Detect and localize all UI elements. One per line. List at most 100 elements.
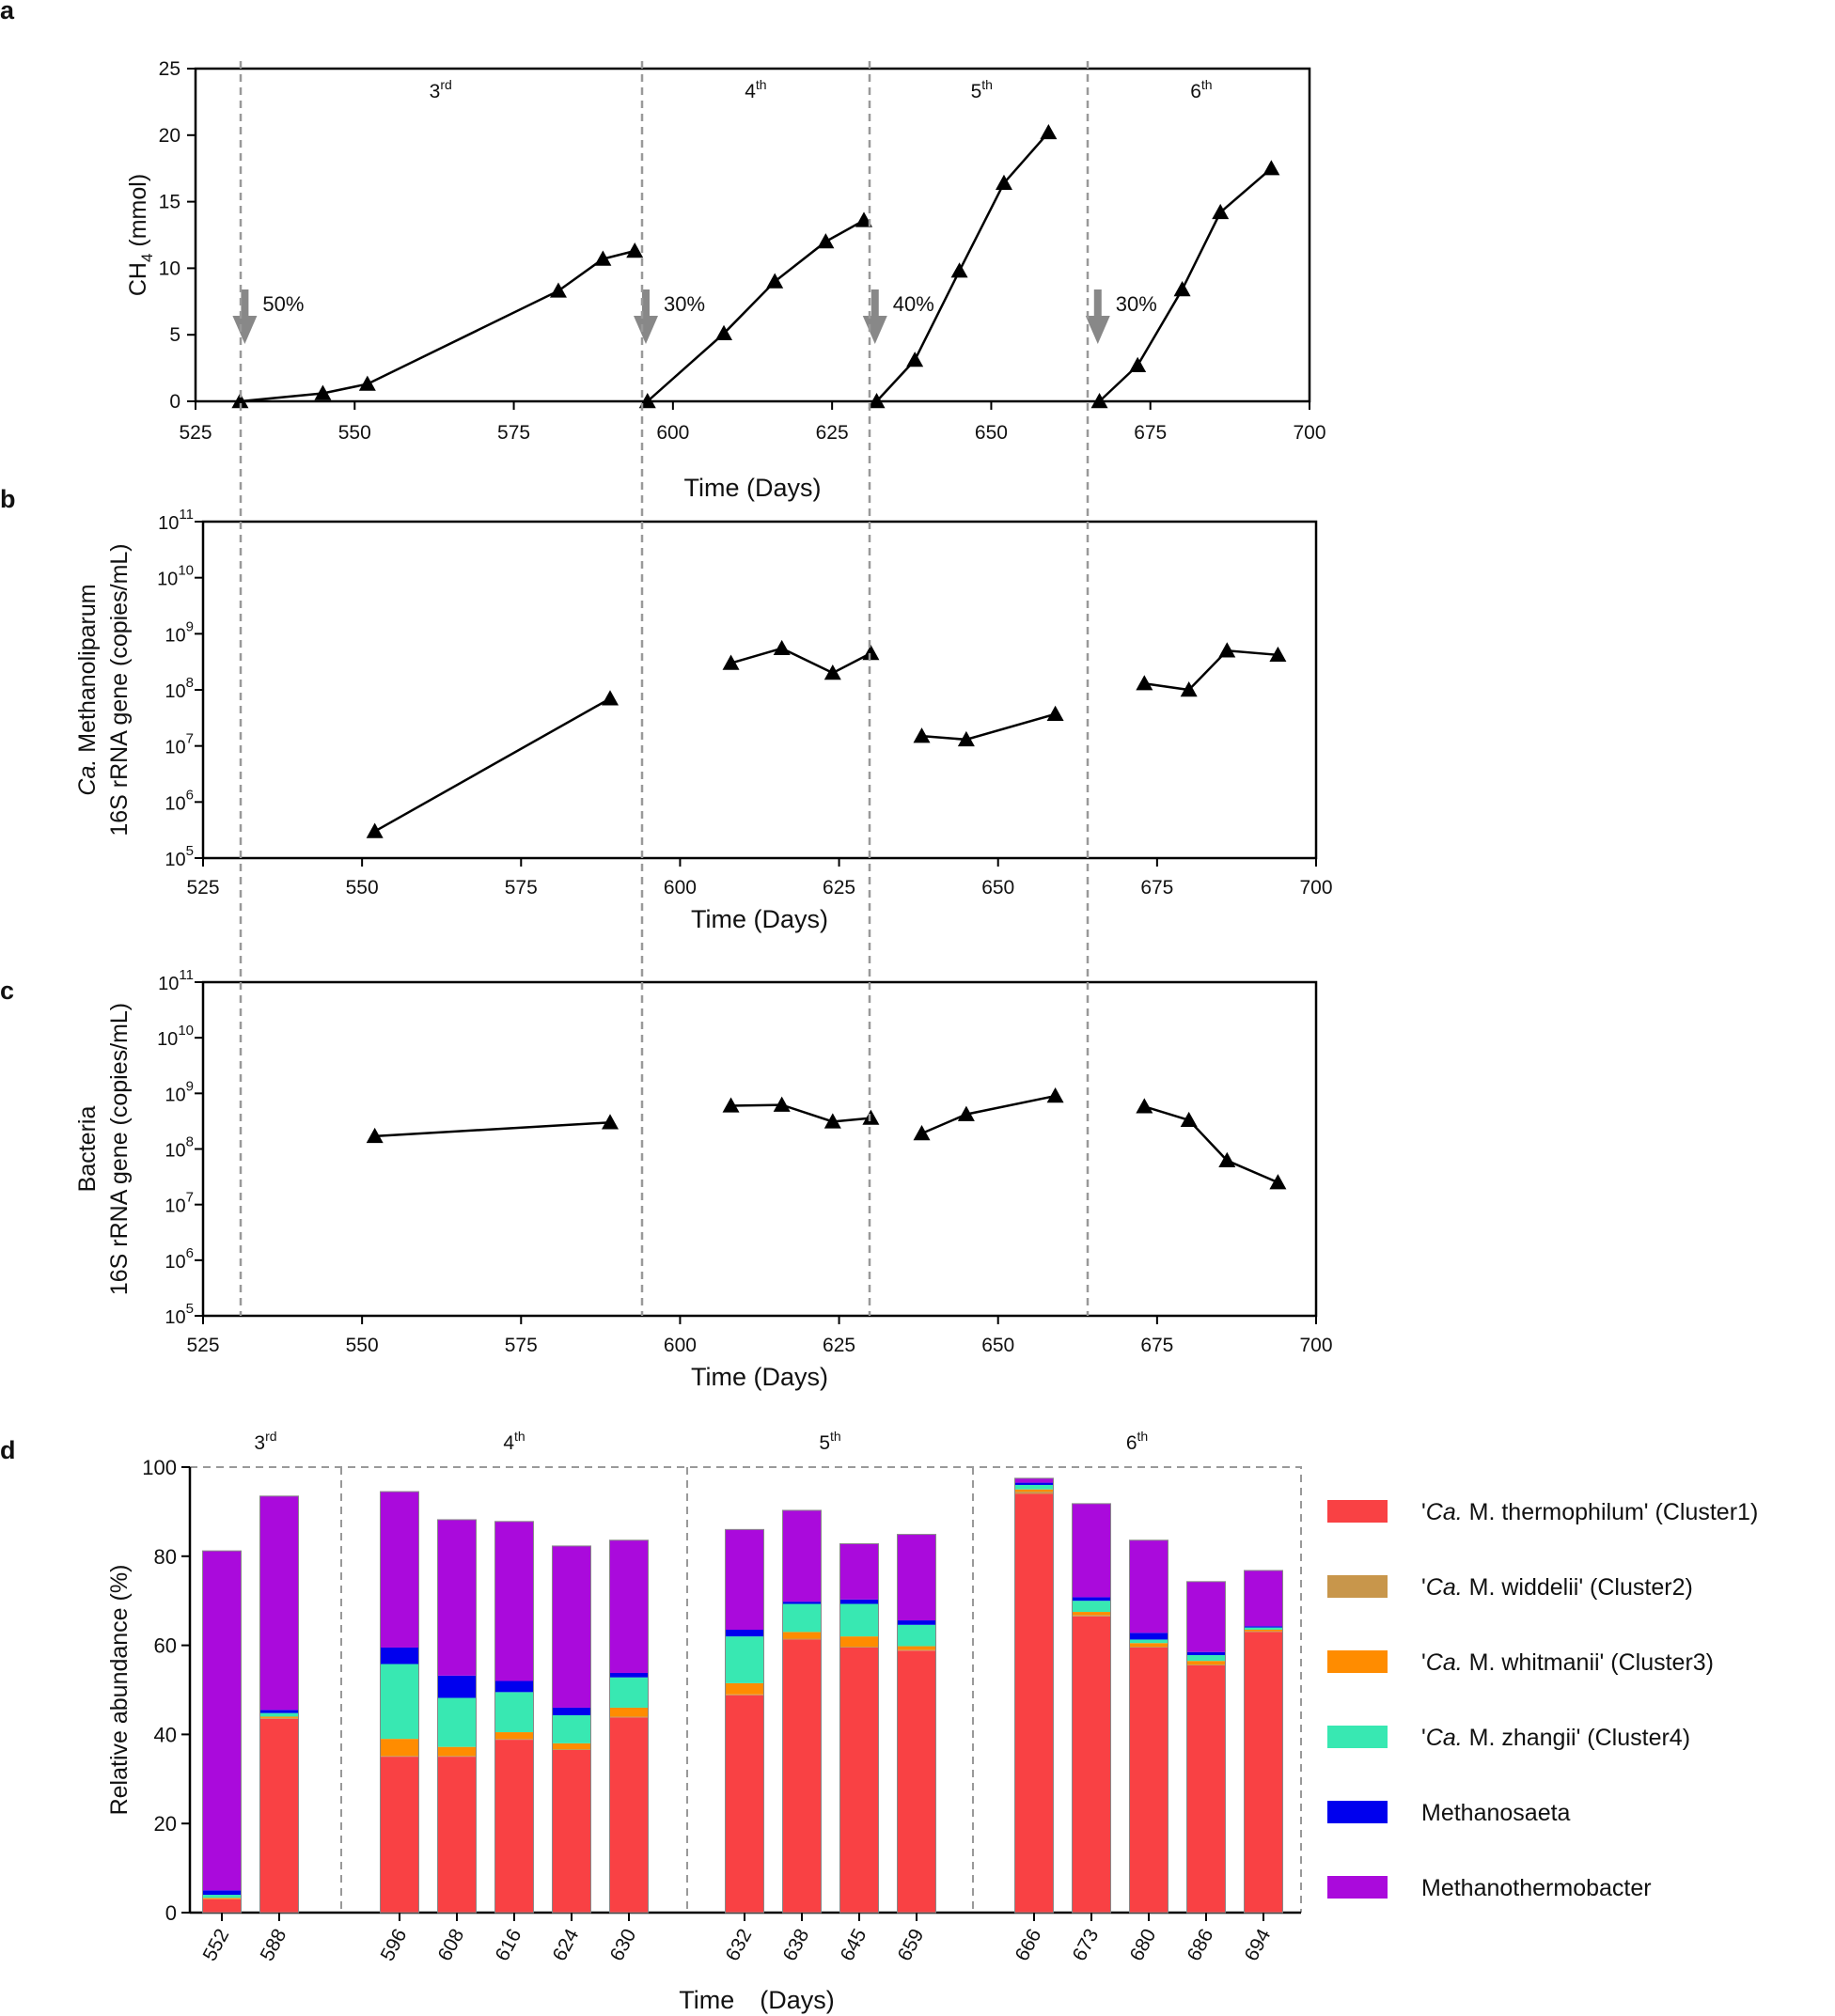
data-point-c [1046,1087,1064,1103]
bar-segment [202,1890,242,1896]
x-tick-label-d: 666 [1012,1926,1046,1965]
data-point-b [1136,675,1153,691]
y-tick-label-d: 20 [154,1812,177,1836]
y-axis-title-c-line1: Bacteria [74,1106,101,1193]
bar-segment [725,1630,764,1637]
bar-segment [1186,1581,1226,1652]
bar-segment [1129,1639,1168,1644]
data-point-b [602,690,620,706]
x-tick-label-a: 525 [179,422,212,444]
legend-label-italic: Ca. [1426,1725,1463,1751]
data-point-a [1173,281,1191,297]
panel-b-chart: 525 550 575 600 625 650 675 7001051061071081091… [74,507,1333,933]
y-tick-exponent-c: 8 [186,1134,194,1150]
x-tick-label-c: 625 [823,1335,855,1356]
data-point-b [722,654,740,670]
legend-label-rest: M. whitmanii' (Cluster3) [1463,1649,1714,1676]
y-tick-exponent-b: 9 [186,618,194,634]
cycle-label-a-number: 3 [430,81,441,102]
series-line-c [730,1103,871,1123]
y-tick-base-b: 10 [165,793,185,814]
feed-arrow-label: 30% [664,292,705,316]
y-tick-base-c: 10 [157,1029,178,1050]
bar-segment [897,1650,936,1913]
bar-segment [494,1521,534,1681]
y-tick-label-d: 100 [142,1456,177,1479]
group-label-d-suffix: th [1137,1429,1149,1444]
bar-segment [259,1716,299,1718]
series-line-a [875,132,1050,402]
bar-segment [897,1649,936,1651]
bar-segment [1014,1482,1054,1485]
x-tick-label-c: 525 [186,1335,219,1356]
cycle-label-a: 5th [971,77,993,102]
data-point-c [1218,1151,1236,1167]
y-tick-base-b: 10 [158,513,179,534]
dashed-frame-d [190,1466,1302,1913]
x-tick-label-b: 625 [823,877,855,899]
data-point-b [913,727,931,743]
cycle-label-a-suffix: th [1201,77,1213,92]
bar-segment [1186,1655,1226,1662]
y-tick-label-d: 40 [154,1723,177,1746]
panel-a-chart: 525 550 575 600 625 650 675 700 0 5 10 15 20 25 Time (… [125,58,1326,502]
data-point-b [366,822,384,838]
group-label-d-number: 6 [1126,1432,1137,1454]
legend-label-rest: M. zhangii' (Cluster4) [1463,1725,1690,1751]
bar-segment [202,1895,242,1899]
bar-segment [1072,1616,1111,1913]
y-tick-label-a: 15 [159,192,180,213]
cycle-label-a-suffix: th [756,77,767,92]
x-tick-label-b: 575 [505,877,538,899]
y-tick-exponent-b: 6 [186,787,194,803]
legend-label: 'Ca. M. zhangii' (Cluster4) [1421,1725,1690,1751]
group-label-d-suffix: rd [265,1429,276,1444]
y-axis-title-c-line2: 16S rRNA gene (copies/mL) [106,1003,133,1295]
bar-segment [1014,1492,1054,1494]
legend-swatch [1327,1575,1388,1598]
series-line-b [730,647,871,675]
bar-segment [202,1551,242,1891]
bar-segment [259,1712,299,1717]
cycle-label-a-number: 6 [1190,81,1201,102]
y-tick-label-b: 108 [165,675,194,702]
panel-label-c: c [0,977,14,1005]
y-tick-exponent-c: 5 [186,1301,194,1317]
bar-segment [380,1647,419,1664]
y-axis-title-a-unit: (mmol) [125,174,151,254]
y-tick-label-a: 25 [159,58,180,80]
x-tick-label-b: 700 [1299,877,1332,899]
series-line-b [374,697,611,833]
cycle-label-a: 6th [1190,77,1212,102]
legend-swatch [1327,1726,1388,1748]
bar-segment [1244,1626,1283,1628]
legend-swatch [1327,1801,1388,1823]
y-tick-label-b: 106 [165,787,194,814]
cycle-label-a-number: 5 [971,81,982,102]
bar-segment [1186,1664,1226,1665]
bar-segment [437,1697,477,1747]
group-label-d: 6th [1126,1429,1148,1454]
x-tick-label-d: 616 [492,1926,526,1965]
data-point-c [1180,1111,1198,1128]
feed-arrow-shaft [870,289,879,318]
data-point-c [823,1113,841,1129]
x-tick-label-d: 673 [1069,1926,1104,1965]
cycle-label-a-number: 4 [745,81,756,102]
data-point-b [862,645,880,661]
x-tick-label-d: 659 [894,1926,929,1965]
bar-segment [1014,1493,1054,1913]
series-line-a [1098,167,1273,402]
x-tick-label-d: 630 [606,1926,641,1965]
group-label-d-number: 4 [503,1432,514,1454]
bar-segment [494,1732,534,1740]
plot-frame-c [201,980,1318,1318]
bar-segment [380,1492,419,1648]
bar-segment [1129,1539,1168,1633]
bar-segment [897,1534,936,1621]
bar-segment [437,1746,477,1757]
series-line-b [1144,649,1278,692]
feed-arrow-shaft [241,289,249,318]
bar-segment [782,1602,822,1604]
y-tick-base-b: 10 [165,681,185,702]
